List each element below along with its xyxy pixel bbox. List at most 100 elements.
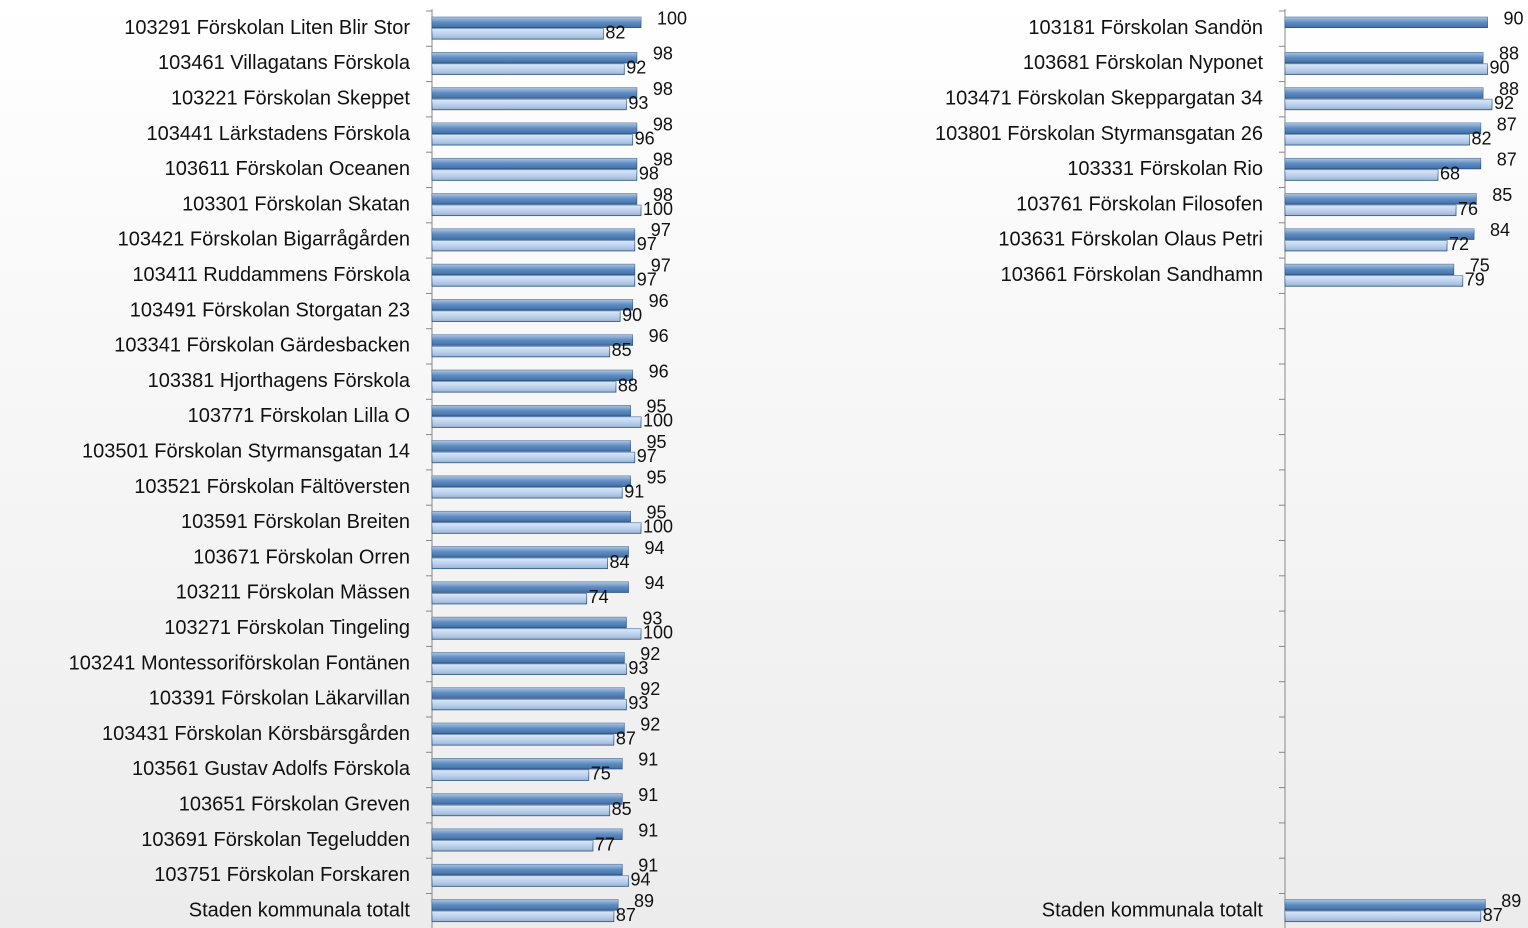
bar-shine bbox=[432, 334, 633, 346]
value-label: 97 bbox=[637, 270, 657, 290]
bar-shine bbox=[1285, 228, 1474, 240]
bar-shine bbox=[432, 405, 631, 416]
value-label: 89 bbox=[634, 891, 654, 911]
bar-shine bbox=[432, 558, 608, 569]
bar-shine bbox=[432, 28, 604, 40]
value-label: 94 bbox=[644, 573, 664, 593]
value-label: 100 bbox=[643, 517, 673, 537]
bar-shine bbox=[432, 452, 635, 463]
value-label: 88 bbox=[1499, 79, 1519, 99]
bar-shine bbox=[432, 487, 623, 499]
category-label: 103221 Förskolan Skeppet bbox=[171, 88, 410, 110]
category-label: 103271 Förskolan Tingeling bbox=[164, 617, 410, 639]
category-label: 103241 Montessoriförskolan Fontänen bbox=[69, 652, 410, 674]
value-label: 95 bbox=[647, 397, 667, 417]
category-label: 103331 Förskolan Rio bbox=[1067, 158, 1263, 180]
value-label: 98 bbox=[653, 150, 673, 170]
value-label: 94 bbox=[644, 538, 664, 558]
bar-shine bbox=[432, 99, 627, 110]
value-label: 84 bbox=[1490, 220, 1510, 240]
bar-shine bbox=[432, 829, 623, 840]
category-label: 103761 Förskolan Filosofen bbox=[1016, 193, 1263, 215]
bar-shine bbox=[1285, 193, 1477, 205]
bar-shine bbox=[1285, 275, 1463, 287]
value-label: 96 bbox=[649, 361, 669, 381]
category-label: 103431 Förskolan Körsbärsgården bbox=[102, 723, 410, 745]
bar-shine bbox=[432, 911, 614, 922]
value-label: 96 bbox=[635, 128, 655, 148]
bar-shine bbox=[1285, 240, 1447, 251]
bar-shine bbox=[432, 240, 635, 251]
category-label: 103691 Förskolan Tegeludden bbox=[141, 829, 410, 851]
bar-shine bbox=[432, 511, 631, 522]
bar-shine bbox=[1285, 169, 1438, 181]
bar-shine bbox=[432, 652, 625, 664]
value-label: 96 bbox=[649, 291, 669, 311]
value-label: 95 bbox=[647, 432, 667, 452]
value-label: 91 bbox=[624, 481, 644, 501]
value-label: 97 bbox=[651, 220, 671, 240]
category-label: 103391 Förskolan Läkarvillan bbox=[149, 688, 410, 710]
category-label: 103411 Ruddammens Förskola bbox=[132, 264, 410, 286]
value-label: 97 bbox=[651, 256, 671, 276]
value-label: 88 bbox=[1499, 44, 1519, 64]
bar-shine bbox=[432, 123, 637, 134]
category-label: 103661 Förskolan Sandhamn bbox=[1001, 264, 1263, 286]
bar-shine bbox=[432, 193, 637, 205]
value-label: 82 bbox=[1472, 128, 1492, 148]
category-label: 103631 Förskolan Olaus Petri bbox=[998, 229, 1263, 251]
bar-shine bbox=[432, 581, 629, 593]
category-label: 103591 Förskolan Breiten bbox=[181, 511, 410, 533]
bar-shine bbox=[432, 628, 641, 640]
bar-shine bbox=[432, 476, 631, 487]
bar-shine bbox=[1285, 158, 1481, 169]
category-label: 103471 Förskolan Skeppargatan 34 bbox=[945, 88, 1263, 110]
value-label: 90 bbox=[1504, 8, 1524, 28]
bar-shine bbox=[432, 52, 637, 63]
bar-shine bbox=[432, 169, 637, 181]
value-label: 72 bbox=[1449, 234, 1469, 254]
category-label: 103671 Förskolan Orren bbox=[193, 546, 410, 568]
bar-shine bbox=[432, 87, 637, 99]
value-label: 82 bbox=[605, 22, 625, 42]
bar-shine bbox=[432, 723, 625, 734]
bar-shine bbox=[432, 63, 625, 75]
value-label: 88 bbox=[618, 375, 638, 395]
value-label: 91 bbox=[638, 750, 658, 770]
category-label: 103751 Förskolan Forskaren bbox=[154, 864, 410, 886]
bar-shine bbox=[432, 664, 627, 675]
category-label: Staden kommunala totalt bbox=[189, 899, 411, 921]
bar-shine bbox=[432, 899, 619, 911]
value-label: 98 bbox=[639, 164, 659, 184]
bar-shine bbox=[432, 440, 631, 452]
bar-shine bbox=[432, 840, 593, 852]
value-label: 77 bbox=[595, 834, 615, 854]
value-label: 85 bbox=[1492, 185, 1512, 205]
bar-shine bbox=[1285, 911, 1481, 922]
value-label: 95 bbox=[647, 503, 667, 523]
value-label: 95 bbox=[647, 467, 667, 487]
value-label: 92 bbox=[626, 58, 646, 78]
bar-shine bbox=[1285, 99, 1492, 110]
category-label: 103301 Förskolan Skatan bbox=[182, 193, 410, 215]
bar-shine bbox=[432, 864, 623, 875]
bar-shine bbox=[432, 687, 625, 699]
value-label: 93 bbox=[628, 693, 648, 713]
value-label: 92 bbox=[640, 679, 660, 699]
value-label: 92 bbox=[640, 644, 660, 664]
value-label: 93 bbox=[628, 93, 648, 113]
bar-shine bbox=[432, 522, 641, 534]
category-label: 103651 Förskolan Greven bbox=[179, 794, 410, 816]
value-label: 100 bbox=[643, 199, 673, 219]
value-label: 85 bbox=[612, 799, 632, 819]
value-label: 94 bbox=[630, 870, 650, 890]
bar-shine bbox=[432, 264, 635, 275]
bar-shine bbox=[432, 416, 641, 428]
category-label: 103681 Förskolan Nyponet bbox=[1023, 52, 1264, 74]
value-label: 68 bbox=[1440, 164, 1460, 184]
bar-shine bbox=[432, 17, 641, 28]
bar-shine bbox=[1285, 52, 1483, 63]
value-label: 93 bbox=[628, 658, 648, 678]
